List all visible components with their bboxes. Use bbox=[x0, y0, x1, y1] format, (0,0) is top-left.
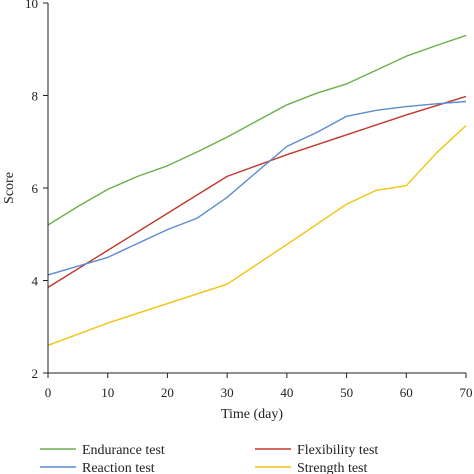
series-line-0 bbox=[47, 34, 467, 226]
series-line-1 bbox=[47, 95, 467, 288]
y-tick-label: 4 bbox=[32, 274, 39, 289]
legend-label-1: Flexibility test bbox=[297, 443, 378, 458]
x-tick-label: 40 bbox=[280, 385, 293, 400]
x-tick-label: 30 bbox=[221, 385, 234, 400]
y-tick-label: 2 bbox=[32, 366, 39, 381]
x-tick-label: 60 bbox=[400, 385, 413, 400]
legend-label-3: Strength test bbox=[297, 461, 367, 474]
x-tick-label: 20 bbox=[161, 385, 174, 400]
x-tick-label: 0 bbox=[45, 385, 52, 400]
y-tick-label: 10 bbox=[25, 0, 38, 11]
x-axis-title: Time (day) bbox=[221, 407, 283, 422]
y-tick-label: 8 bbox=[32, 89, 39, 104]
y-tick-label: 6 bbox=[32, 181, 39, 196]
x-tick-label: 50 bbox=[340, 385, 353, 400]
axes: 0 10 20 30 40 50 60 70 2 4 6 8 10 Time (day) Score bbox=[2, 0, 473, 422]
legend-label-2: Reaction test bbox=[82, 461, 155, 474]
legend-label-0: Endurance test bbox=[82, 443, 165, 458]
y-axis-title: Score bbox=[2, 172, 17, 204]
plot-lines bbox=[47, 34, 467, 346]
x-tick-label: 70 bbox=[460, 385, 473, 400]
series-line-2 bbox=[47, 100, 467, 276]
series-line-3 bbox=[47, 125, 467, 346]
x-tick-label: 10 bbox=[101, 385, 114, 400]
legend: Endurance test Flexibility test Reaction t… bbox=[40, 443, 378, 474]
